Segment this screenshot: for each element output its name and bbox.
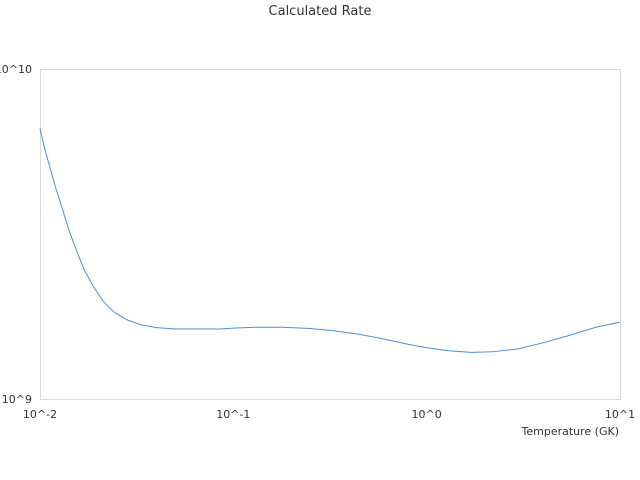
x-tick-label: 10^-1	[216, 408, 250, 421]
y-tick-label: 10^9	[2, 393, 32, 406]
x-tick-label: 10^-2	[23, 408, 57, 421]
x-tick-label: 10^1	[605, 408, 635, 421]
plot-area-frame	[40, 69, 621, 400]
chart-title: Calculated Rate	[268, 4, 372, 19]
x-tick-label: 10^0	[412, 408, 442, 421]
series-line	[39, 128, 621, 353]
y-tick-label: 10^10	[0, 63, 32, 76]
tick-labels: 10^-2 10^-1 10^0 10^1 10^9 10^10	[0, 63, 635, 421]
x-axis-title: Temperature (GK)	[521, 425, 620, 438]
